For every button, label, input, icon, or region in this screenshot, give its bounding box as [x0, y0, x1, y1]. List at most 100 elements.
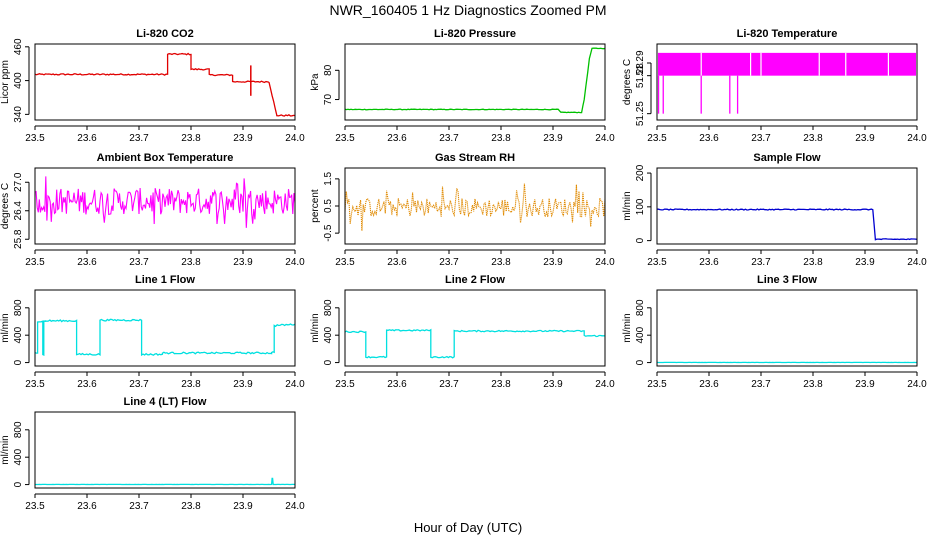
x-tick-label: 23.7 — [129, 501, 149, 512]
plot-frame — [656, 289, 918, 367]
y-tick-label: 1.5 — [323, 171, 334, 185]
x-tick-label: 23.9 — [855, 379, 875, 390]
x-tick-label: 23.7 — [129, 379, 149, 390]
y-axis: 0 400 800 — [323, 299, 340, 365]
y-tick-label: 800 — [13, 299, 24, 316]
y-axis: 340 400 460 — [13, 38, 30, 123]
y-tick-label: 0 — [13, 359, 24, 365]
x-tick-label: 23.8 — [181, 501, 201, 512]
y-axis-label: ml/min — [310, 313, 321, 342]
y-tick-label: 800 — [635, 299, 646, 316]
x-tick-label: 23.6 — [77, 133, 97, 144]
y-tick-label: 0.5 — [323, 199, 334, 213]
series-line — [345, 183, 605, 231]
x-tick-label: 23.9 — [233, 257, 253, 268]
series-line — [35, 477, 295, 486]
series-line — [35, 52, 295, 117]
y-tick-label: 340 — [13, 106, 24, 123]
figure-x-label: Hour of Day (UTC) — [414, 520, 522, 535]
x-tick-label: 23.8 — [803, 133, 823, 144]
y-axis: 25.8 26.4 27.0 — [13, 172, 30, 249]
x-tick-label: 24.0 — [595, 257, 615, 268]
plot-area — [35, 318, 295, 357]
y-axis-label: Licor ppm — [0, 60, 11, 104]
x-tick-label: 23.5 — [25, 501, 45, 512]
x-axis: 23.5 23.6 23.7 23.8 23.9 24.0 — [647, 371, 927, 390]
y-tick-label: 51.28 — [635, 63, 646, 88]
plot-area — [35, 477, 295, 486]
y-tick-label: 80 — [323, 64, 334, 76]
x-tick-label: 23.9 — [233, 133, 253, 144]
x-tick-label: 23.8 — [803, 257, 823, 268]
temperature-band — [658, 52, 916, 76]
plot-frame — [34, 43, 296, 121]
y-axis-label: ml/min — [622, 191, 633, 220]
plot-area — [345, 328, 605, 359]
panel-title: Ambient Box Temperature — [97, 152, 234, 164]
x-tick-label: 23.7 — [129, 257, 149, 268]
plot-frame — [34, 411, 296, 489]
x-tick-label: 23.9 — [543, 257, 563, 268]
x-axis: 23.5 23.6 23.7 23.8 23.9 24.0 — [647, 125, 927, 144]
y-tick-label: 0 — [13, 481, 24, 487]
panel-ambient-box-temperature: Ambient Box Temperature degrees C 23.5 23.6… — [0, 152, 305, 268]
panel-title: Li-820 Pressure — [434, 28, 516, 40]
x-tick-label: 24.0 — [285, 379, 305, 390]
x-tick-label: 23.5 — [25, 379, 45, 390]
x-tick-label: 23.6 — [77, 379, 97, 390]
plot-frame — [656, 43, 918, 121]
x-tick-label: 23.5 — [335, 257, 355, 268]
plot-frame — [344, 167, 606, 245]
x-tick-label: 23.6 — [77, 257, 97, 268]
x-axis: 23.5 23.6 23.7 23.8 23.9 24.0 — [25, 249, 305, 268]
x-tick-label: 23.9 — [543, 133, 563, 144]
plot-area — [35, 52, 295, 117]
x-axis: 23.5 23.6 23.7 23.8 23.9 24.0 — [25, 493, 305, 512]
series-line — [35, 176, 295, 228]
x-tick-label: 23.9 — [233, 379, 253, 390]
x-tick-label: 23.6 — [387, 133, 407, 144]
y-tick-label: 25.8 — [13, 229, 24, 249]
x-tick-label: 24.0 — [285, 257, 305, 268]
x-axis: 23.5 23.6 23.7 23.8 23.9 24.0 — [25, 371, 305, 390]
y-tick-label: 27.0 — [13, 172, 24, 192]
y-tick-label: -0.5 — [323, 224, 334, 242]
panel-title: Line 4 (LT) Flow — [124, 396, 207, 408]
x-tick-label: 23.7 — [439, 133, 459, 144]
x-tick-label: 24.0 — [285, 133, 305, 144]
x-tick-label: 23.9 — [543, 379, 563, 390]
y-tick-label: 51.29 — [635, 50, 646, 75]
x-tick-label: 23.8 — [181, 133, 201, 144]
x-tick-label: 23.7 — [751, 133, 771, 144]
y-tick-label: 400 — [13, 448, 24, 465]
x-tick-label: 24.0 — [595, 379, 615, 390]
y-tick-label: 400 — [635, 326, 646, 343]
x-tick-label: 23.9 — [233, 501, 253, 512]
x-tick-label: 24.0 — [907, 379, 927, 390]
x-axis: 23.5 23.6 23.7 23.8 23.9 24.0 — [647, 249, 927, 268]
x-tick-label: 24.0 — [907, 257, 927, 268]
plot-frame — [34, 289, 296, 367]
x-tick-label: 23.5 — [25, 133, 45, 144]
x-tick-label: 23.7 — [439, 257, 459, 268]
y-axis-label: degrees C — [622, 59, 633, 105]
panel-line-2-flow: Line 2 Flow ml/min 23.5 23.6 23.7 23.8 23.9 24.… — [310, 274, 615, 390]
x-tick-label: 24.0 — [285, 501, 305, 512]
x-tick-label: 23.6 — [387, 257, 407, 268]
x-axis: 23.5 23.6 23.7 23.8 23.9 24.0 — [335, 249, 615, 268]
y-axis-label: ml/min — [0, 313, 11, 342]
panel-gas-stream-rh: Gas Stream RH percent 23.5 23.6 23.7 23.8 23.9… — [310, 152, 615, 268]
x-tick-label: 23.6 — [387, 379, 407, 390]
plot-frame — [344, 289, 606, 367]
x-tick-label: 23.5 — [335, 379, 355, 390]
plot-area — [657, 52, 916, 114]
x-tick-label: 23.8 — [491, 257, 511, 268]
series-line — [345, 47, 605, 114]
x-tick-label: 23.5 — [647, 379, 667, 390]
x-tick-label: 23.5 — [647, 257, 667, 268]
x-tick-label: 23.9 — [855, 133, 875, 144]
